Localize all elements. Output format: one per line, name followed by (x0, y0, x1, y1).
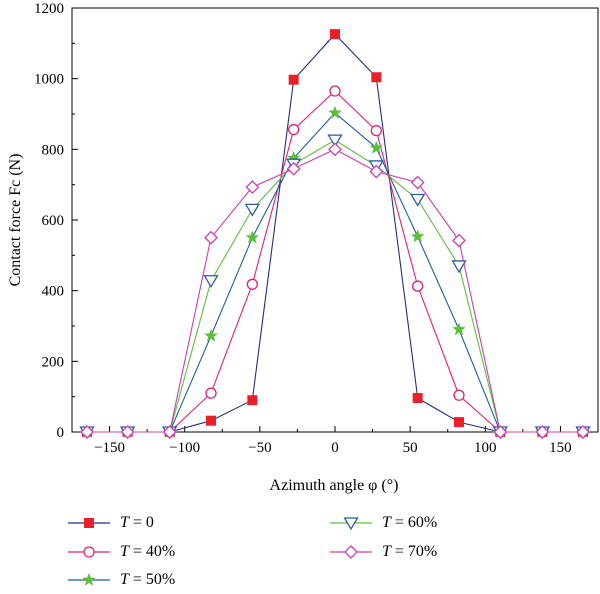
data-point (203, 275, 219, 289)
legend-label-value: = 40% (128, 543, 176, 560)
legend-marker (84, 518, 94, 528)
x-tick-label: −100 (169, 440, 200, 456)
data-point (120, 425, 135, 439)
data-point (493, 425, 508, 439)
data-point (162, 425, 177, 439)
y-tick-label: 0 (57, 425, 65, 441)
data-point (204, 230, 218, 245)
legend-label: T = 60% (382, 514, 437, 532)
series-line (87, 148, 583, 433)
legend-label-variable: T (120, 543, 129, 560)
legend-label: T = 70% (382, 543, 437, 561)
legend-item: T = 60% (328, 512, 437, 534)
legend-marker (83, 546, 95, 558)
data-point (535, 425, 550, 439)
data-point (451, 260, 467, 274)
data-point (412, 393, 423, 404)
legend-item: T = 40% (66, 541, 175, 563)
data-point (328, 105, 342, 119)
y-tick-label: 1000 (34, 72, 64, 88)
x-tick-label: 100 (474, 440, 497, 456)
x-tick-label: −50 (248, 440, 271, 456)
series-markers-4 (80, 142, 590, 439)
x-axis-title: Azimuth angle φ (°) (270, 477, 399, 494)
data-point (245, 180, 260, 195)
y-tick-label: 400 (42, 284, 65, 300)
data-point (205, 387, 217, 399)
legend-item: T = 70% (328, 541, 437, 563)
y-tick-label: 1200 (34, 1, 64, 17)
data-point (410, 175, 425, 190)
series-markers-3 (79, 134, 591, 440)
legend-marker (343, 517, 359, 531)
data-point (206, 415, 217, 426)
y-tick-label: 200 (42, 354, 65, 370)
data-point (244, 203, 260, 217)
data-point (453, 389, 465, 401)
legend-label: T = 40% (120, 543, 175, 561)
legend-swatch (330, 517, 372, 531)
data-point (329, 85, 341, 97)
legend-label-value: = 60% (390, 514, 438, 531)
data-point (327, 134, 343, 148)
data-point (370, 124, 382, 137)
legend-item: T = 50% (66, 569, 175, 591)
data-point (576, 425, 590, 439)
series-3 (87, 139, 583, 433)
data-point (204, 328, 218, 342)
data-point (453, 417, 464, 428)
x-tick-label: 150 (549, 440, 572, 456)
legend-swatch (68, 546, 110, 558)
legend-label-variable: T (120, 571, 129, 588)
series-4 (87, 148, 583, 433)
series-2 (87, 112, 583, 433)
x-tick-label: 50 (403, 440, 418, 456)
data-point (410, 229, 425, 243)
legend-swatch (68, 518, 110, 528)
x-tick-label: 0 (331, 440, 339, 456)
data-point (247, 395, 258, 406)
legend-swatch (68, 572, 110, 586)
data-point (452, 322, 466, 336)
legend-swatch (330, 545, 372, 559)
data-point (410, 193, 426, 207)
data-point (286, 161, 301, 176)
legend-label-value: = 70% (390, 543, 438, 560)
data-point (245, 230, 260, 244)
data-point (369, 140, 384, 154)
legend-item: T = 0 (66, 512, 154, 534)
legend-label-value: = 0 (128, 514, 154, 531)
data-point (246, 278, 258, 290)
data-point (288, 123, 300, 136)
legend-marker (344, 545, 358, 559)
plot-area: 0 200 400 600 800 1000 1200 −150 −100 −50 0 50 100 15… (34, 1, 599, 456)
y-axis-title: Contact force Fc (N) (7, 154, 24, 287)
legend-label-variable: T (382, 543, 391, 560)
data-point (330, 29, 340, 40)
legend-label-value: = 50% (128, 571, 176, 588)
plot-frame (71, 7, 599, 433)
y-tick-label: 600 (42, 213, 65, 229)
y-tick-label: 800 (42, 142, 65, 158)
data-point (452, 233, 466, 248)
legend-marker (82, 572, 96, 586)
data-point (412, 280, 424, 292)
data-point (369, 164, 384, 179)
legend-label: T = 50% (120, 571, 175, 589)
legend-label-variable: T (120, 514, 129, 531)
data-point (371, 72, 382, 83)
series-line (87, 112, 583, 433)
legend-label: T = 0 (120, 514, 154, 532)
legend-label-variable: T (382, 514, 391, 531)
x-tick-label: −150 (94, 440, 125, 456)
data-point (80, 425, 94, 439)
data-point (288, 74, 299, 85)
series-line (87, 139, 583, 433)
data-point (328, 142, 342, 157)
